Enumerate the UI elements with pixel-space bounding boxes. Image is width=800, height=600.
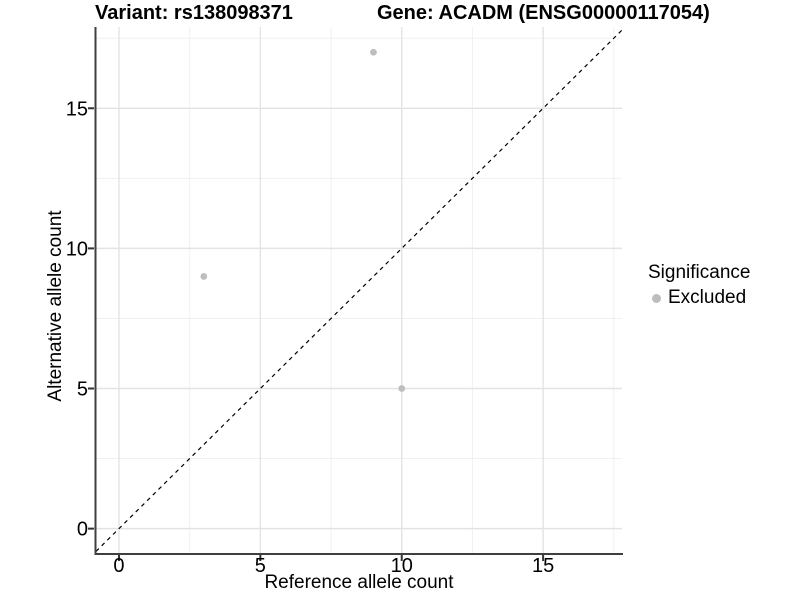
y-tick-label: 15 (66, 98, 88, 120)
legend-title: Significance (648, 262, 751, 283)
x-axis-title: Reference allele count (264, 572, 454, 593)
legend: Significance Excluded (648, 262, 750, 309)
plot-title-variant: Variant: rs138098371 (95, 2, 293, 24)
legend-item-label: Excluded (668, 287, 747, 308)
x-tick-label: 15 (532, 555, 554, 577)
legend-point-swatch-icon (652, 293, 661, 303)
data-point (398, 385, 406, 392)
y-tick-label: 5 (77, 379, 88, 401)
data-point (200, 273, 208, 280)
legend-item-excluded: Excluded (648, 287, 750, 309)
y-tick-label: 0 (77, 519, 88, 541)
plot-title-gene: Gene: ACADM (ENSG00000117054) (377, 2, 710, 24)
y-tick-label: 10 (66, 238, 88, 260)
x-tick-label: 0 (113, 555, 124, 577)
x-tick-label: 5 (255, 555, 266, 577)
x-tick-label: 10 (391, 555, 413, 577)
y-axis-title: Alternative allele count (45, 210, 66, 402)
data-point (370, 48, 377, 56)
identity-dashed-line (95, 29, 623, 552)
